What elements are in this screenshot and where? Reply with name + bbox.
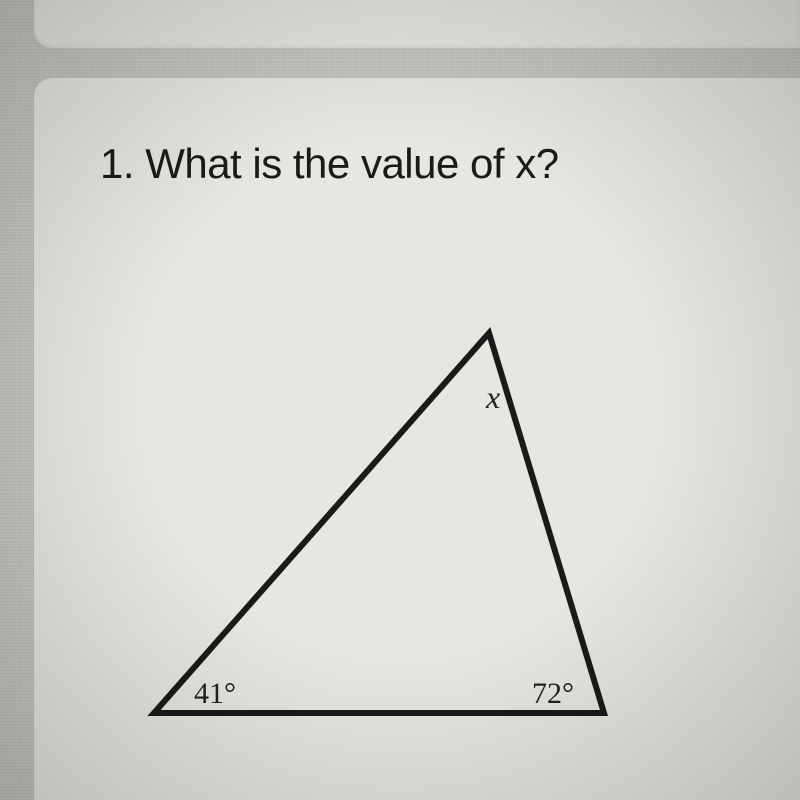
question-heading: 1. What is the value of x? <box>100 140 559 188</box>
triangle-shape <box>154 333 604 713</box>
angle-label-bottom-left: 41° <box>194 677 236 710</box>
angle-label-bottom-right: 72° <box>532 677 574 710</box>
triangle-svg: 41° 72° x <box>134 303 634 733</box>
angle-label-top-x: x <box>485 379 500 415</box>
top-card-fragment <box>34 0 800 48</box>
question-card: 1. What is the value of x? 41° 72° x <box>34 78 800 800</box>
triangle-diagram: 41° 72° x <box>134 303 634 733</box>
